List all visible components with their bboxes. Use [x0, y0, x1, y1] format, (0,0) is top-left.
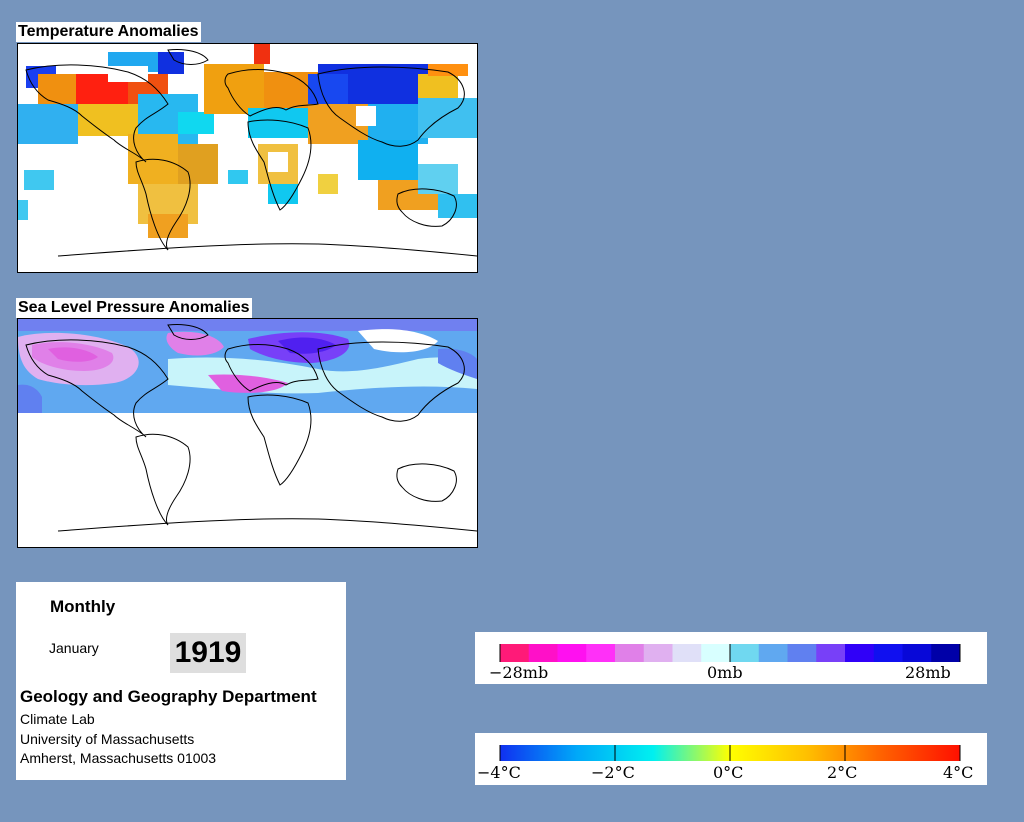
temperature-tick-label-0: 0°C	[713, 763, 744, 782]
pressure-map-graphic	[18, 319, 477, 547]
pressure-color-swatch	[873, 644, 903, 662]
pressure-no-data-region	[18, 413, 477, 547]
pressure-color-swatch	[730, 644, 760, 662]
temperature-missing-data	[108, 66, 376, 172]
pressure-color-swatch	[758, 644, 788, 662]
temperature-panel-title: Temperature Anomalies	[16, 22, 201, 42]
pressure-color-swatch	[931, 644, 961, 662]
pressure-color-swatch	[845, 644, 875, 662]
info-panel: Monthly January 1919 Geology and Geograp…	[16, 582, 346, 780]
temperature-map-graphic	[18, 44, 477, 257]
pressure-colorbar	[499, 644, 961, 662]
pressure-color-swatch	[643, 644, 673, 662]
pressure-color-swatch	[902, 644, 932, 662]
pressure-color-swatch	[528, 644, 558, 662]
year-label: 1919	[170, 633, 246, 673]
pressure-anomaly-map	[17, 318, 478, 548]
pressure-color-swatch	[586, 644, 616, 662]
temperature-anomaly-map	[17, 43, 478, 273]
pressure-color-swatch	[557, 644, 587, 662]
pressure-color-swatch	[816, 644, 846, 662]
temperature-tick-label-neg2: −2°C	[591, 763, 635, 782]
temperature-tick-label-4: 4°C	[943, 763, 974, 782]
pressure-color-swatch	[701, 644, 731, 662]
address-line: Amherst, Massachusetts 01003	[20, 750, 217, 766]
pressure-color-swatch	[500, 644, 530, 662]
pressure-color-swatch	[787, 644, 817, 662]
university-name: University of Massachusetts	[20, 731, 195, 747]
frequency-label: Monthly	[50, 597, 116, 616]
temperature-tick-label-2: 2°C	[827, 763, 858, 782]
pressure-color-swatch	[672, 644, 702, 662]
pressure-max-label: 28mb	[905, 663, 951, 682]
temperature-tick-label-neg4: −4°C	[477, 763, 521, 782]
pressure-mid-label: 0mb	[707, 663, 743, 682]
pressure-min-label: −28mb	[489, 663, 549, 682]
month-label: January	[49, 640, 99, 656]
lab-name: Climate Lab	[20, 711, 95, 727]
pressure-panel-title: Sea Level Pressure Anomalies	[16, 298, 252, 318]
pressure-anomaly-field	[18, 319, 477, 413]
pressure-color-swatch	[615, 644, 645, 662]
temperature-colorbar	[499, 745, 961, 761]
pressure-legend: −28mb 0mb 28mb	[475, 632, 987, 684]
temperature-legend: −4°C −2°C 0°C 2°C 4°C	[475, 733, 987, 785]
pressure-coastlines	[25, 324, 477, 532]
department-name: Geology and Geography Department	[20, 687, 317, 706]
temperature-coastlines	[25, 49, 477, 257]
